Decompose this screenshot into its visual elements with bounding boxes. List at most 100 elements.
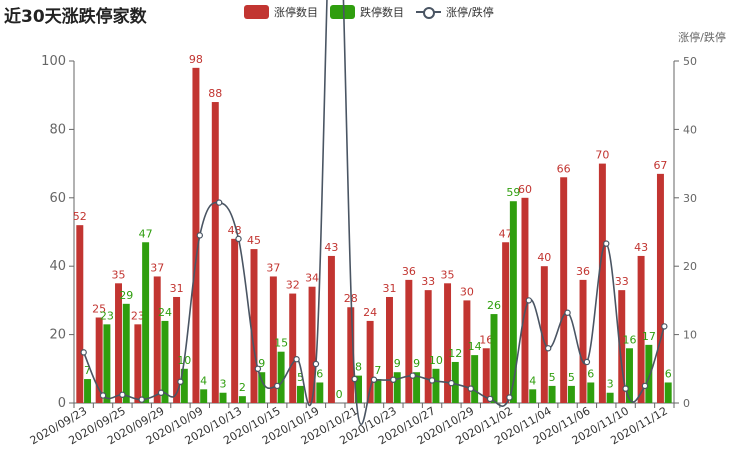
bar-label-limit-up: 35	[112, 268, 126, 281]
legend-label-ratio: 涨停/跌停	[446, 6, 494, 19]
bar-limit-up	[327, 255, 335, 403]
bar-label-limit-down: 6	[316, 367, 323, 380]
bar-label-limit-up: 60	[518, 183, 532, 196]
bar-limit-up	[424, 290, 432, 403]
bar-label-limit-up: 36	[576, 265, 590, 278]
bar-label-limit-down: 8	[355, 361, 362, 374]
bar-label-limit-down: 10	[429, 354, 443, 367]
bar-limit-down	[142, 242, 150, 403]
point-ratio	[351, 375, 358, 383]
bar-limit-down	[258, 372, 266, 403]
bar-label-limit-up: 23	[131, 309, 145, 322]
bar-label-limit-up: 25	[92, 303, 106, 316]
bar-label-limit-down: 12	[448, 347, 462, 360]
bar-label-limit-down: 4	[200, 374, 207, 387]
point-ratio	[544, 345, 552, 352]
bar-label-limit-up: 24	[363, 306, 377, 319]
point-ratio	[622, 385, 629, 392]
line-ratio	[82, 0, 666, 426]
bar-label-limit-down: 3	[607, 378, 614, 391]
bar-label-limit-up: 37	[266, 261, 280, 274]
bar-limit-up	[540, 266, 548, 403]
point-ratio	[215, 199, 223, 206]
bar-limit-down	[626, 348, 633, 403]
bar-limit-up	[192, 67, 200, 403]
legend-item-limit-down[interactable]: 跌停数目	[330, 4, 404, 20]
bar-limit-up	[289, 293, 297, 403]
point-ratio	[235, 235, 242, 243]
bar-limit-down	[664, 382, 672, 403]
bar-limit-up	[560, 177, 568, 403]
bar-label-limit-down: 2	[239, 381, 246, 394]
bar-label-limit-down: 0	[336, 388, 343, 401]
bar-label-limit-down: 7	[84, 364, 91, 377]
bar-limit-up	[134, 324, 142, 403]
bar-label-limit-down: 24	[158, 306, 172, 319]
bar-label-limit-down: 5	[549, 371, 556, 384]
bar-label-limit-down: 59	[506, 186, 520, 199]
legend-swatch-limit-up	[244, 5, 269, 19]
bar-limit-down	[84, 379, 92, 403]
bar-label-limit-down: 9	[413, 357, 420, 370]
point-ratio	[274, 382, 281, 390]
bar-label-limit-up: 45	[247, 234, 261, 247]
bar-label-limit-up: 43	[634, 241, 648, 254]
y-right-tick-label: 50	[683, 55, 697, 68]
y-left-tick-label: 0	[58, 396, 66, 411]
bar-limit-down	[606, 392, 614, 403]
point-ratio	[583, 358, 591, 366]
y-left-tick-label: 40	[49, 259, 66, 274]
legend-item-limit-up[interactable]: 涨停数目	[244, 4, 318, 20]
bar-label-limit-down: 14	[468, 340, 482, 353]
bar-limit-up	[521, 197, 529, 403]
bar-limit-down	[316, 382, 324, 403]
bar-label-limit-up: 32	[286, 279, 300, 292]
bar-label-limit-up: 33	[421, 275, 435, 288]
bar-limit-down	[296, 385, 304, 403]
bar-label-limit-up: 66	[557, 162, 571, 175]
bar-limit-down	[509, 201, 517, 403]
bar-label-limit-up: 48	[228, 224, 242, 237]
bar-label-limit-up: 36	[402, 265, 416, 278]
y-right-tick-label: 30	[683, 192, 697, 205]
bar-label-limit-down: 5	[297, 371, 304, 384]
point-ratio	[138, 396, 145, 403]
y-right-tick-label: 10	[683, 329, 697, 342]
bar-label-limit-up: 67	[653, 159, 667, 172]
legend-item-ratio[interactable]: 涨停/跌停	[416, 4, 494, 20]
bar-label-limit-down: 6	[587, 367, 594, 380]
point-ratio	[641, 382, 649, 390]
bar-limit-down	[451, 361, 459, 403]
point-ratio	[254, 365, 262, 372]
bar-label-limit-down: 4	[529, 374, 536, 387]
bar-label-limit-down: 5	[568, 371, 575, 384]
bar-limit-up	[173, 296, 181, 403]
bar-limit-up	[502, 242, 510, 403]
bar-label-limit-up: 52	[73, 210, 87, 223]
bar-limit-up	[231, 238, 239, 403]
point-ratio	[506, 394, 513, 401]
bar-label-limit-up: 30	[460, 285, 474, 298]
bar-limit-down	[180, 368, 188, 403]
legend-swatch-ratio	[416, 5, 441, 19]
bar-label-limit-down: 23	[100, 309, 114, 322]
legend: 涨停数目 跌停数目 涨停/跌停	[244, 4, 506, 20]
bar-limit-up	[618, 290, 626, 403]
bar-label-limit-down: 6	[665, 367, 672, 380]
bar-label-limit-down: 9	[394, 357, 401, 370]
y-left-tick-label: 100	[41, 54, 66, 69]
bar-label-limit-up: 88	[208, 87, 222, 100]
bar-label-limit-down: 26	[487, 299, 501, 312]
point-ratio	[661, 323, 668, 330]
bar-limit-down	[471, 355, 479, 403]
point-ratio	[467, 385, 474, 392]
bar-label-limit-up: 16	[479, 333, 493, 346]
bar-label-limit-up: 47	[499, 227, 513, 240]
bar-label-limit-down: 3	[220, 378, 227, 391]
bar-label-limit-down: 17	[642, 330, 656, 343]
bar-limit-down	[587, 382, 595, 403]
legend-label-limit-down: 跌停数目	[360, 6, 404, 19]
y-left-tick-label: 60	[49, 191, 66, 206]
y-right-tick-label: 20	[683, 260, 697, 273]
